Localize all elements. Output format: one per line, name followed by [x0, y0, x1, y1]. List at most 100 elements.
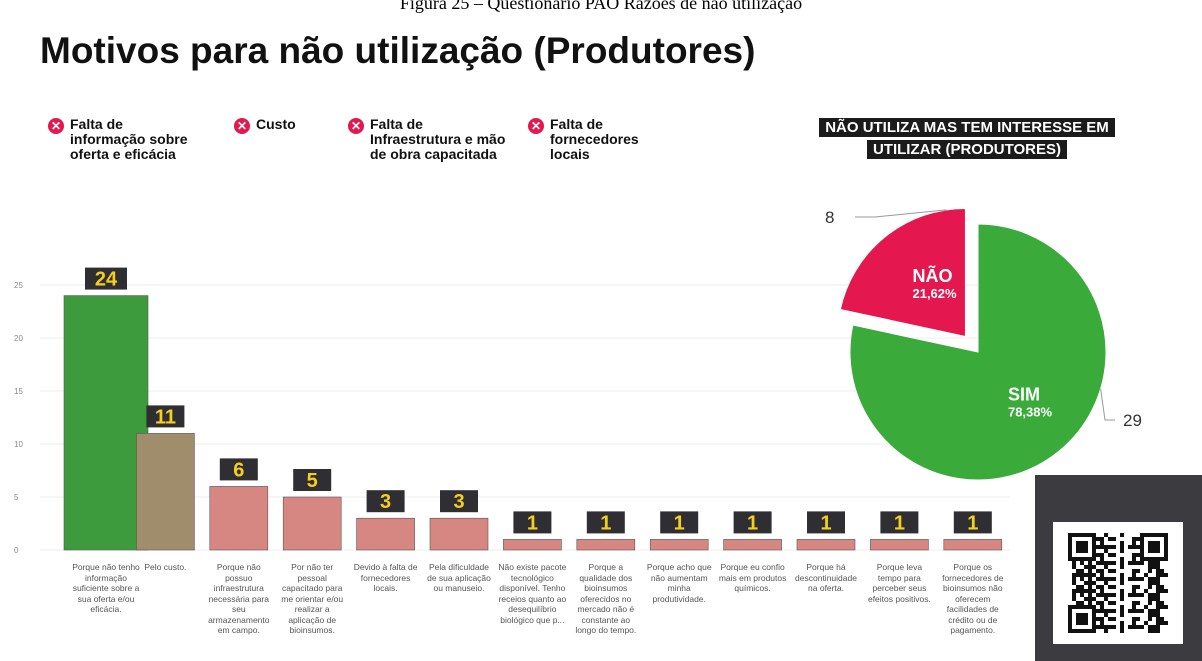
qr-cell [1164, 541, 1168, 545]
qr-cell [1092, 541, 1096, 545]
qr-cell [1164, 549, 1168, 553]
qr-cell [1080, 557, 1084, 561]
qr-cell [1156, 605, 1160, 609]
qr-cell [1156, 573, 1160, 577]
qr-cell [1088, 593, 1092, 597]
qr-cell [1076, 585, 1080, 589]
qr-cell [1104, 581, 1108, 585]
qr-cell [1084, 597, 1088, 601]
qr-cell [1156, 585, 1160, 589]
qr-cell [1084, 541, 1088, 545]
qr-cell [1136, 609, 1140, 613]
pie-slice [839, 207, 966, 338]
qr-cell [1072, 557, 1076, 561]
qr-cell [1088, 569, 1092, 573]
bar [503, 539, 562, 551]
qr-cell [1164, 605, 1168, 609]
qr-cell [1068, 557, 1072, 561]
qr-cell [1156, 589, 1160, 593]
bar [282, 496, 342, 551]
x-tick-label: Porque a qualidade dos bioinsumos oferec… [575, 562, 637, 635]
qr-cell [1096, 561, 1100, 565]
qr-cell [1068, 629, 1072, 633]
bar [429, 517, 489, 551]
qr-cell [1108, 569, 1112, 573]
reason-text: Falta de Infraestrutura e mão de obra ca… [370, 116, 506, 162]
qr-cell [1156, 597, 1160, 601]
qr-cell [1156, 613, 1160, 617]
qr-cell [1156, 533, 1160, 537]
qr-cell [1104, 613, 1108, 617]
qr-cell [1072, 561, 1076, 565]
qr-cell [1144, 533, 1148, 537]
qr-cell [1148, 597, 1152, 601]
qr-cell [1084, 581, 1088, 585]
x-tick-label: Porque eu confio mais em produtos químic… [718, 562, 787, 593]
value-label-box [513, 511, 552, 534]
qr-cell [1120, 549, 1124, 553]
qr-cell [1140, 533, 1144, 537]
qr-cell [1092, 549, 1096, 553]
qr-cell [1068, 609, 1072, 613]
qr-cell [1100, 601, 1104, 605]
qr-cell [1132, 545, 1136, 549]
qr-cell [1132, 585, 1136, 589]
qr-cell [1128, 561, 1132, 565]
qr-cell [1132, 609, 1136, 613]
qr-cell [1164, 621, 1168, 625]
qr-cell [1132, 561, 1136, 565]
qr-cell [1156, 577, 1160, 581]
qr-cell [1100, 573, 1104, 577]
y-tick-label: 25 [14, 281, 23, 290]
qr-cell [1104, 629, 1108, 633]
qr-cell [1112, 553, 1116, 557]
qr-cell [1096, 593, 1100, 597]
qr-cell [1080, 585, 1084, 589]
qr-cell [1104, 545, 1108, 549]
qr-cell [1132, 557, 1136, 561]
qr-cell [1156, 545, 1160, 549]
qr-cell [1096, 609, 1100, 613]
qr-cell [1088, 573, 1092, 577]
qr-cell [1100, 569, 1104, 573]
qr-cell [1112, 561, 1116, 565]
qr-cell [1136, 617, 1140, 621]
qr-cell [1080, 605, 1084, 609]
qr-cell [1148, 609, 1152, 613]
qr-cell [1088, 577, 1092, 581]
qr-cell [1092, 621, 1096, 625]
value-label: 3 [453, 491, 464, 513]
qr-cell [1080, 613, 1084, 617]
qr-cell [1140, 609, 1144, 613]
qr-cell [1164, 589, 1168, 593]
qr-cell [1088, 581, 1092, 585]
qr-cell [1148, 545, 1152, 549]
qr-cell [1068, 537, 1072, 541]
qr-cell [1120, 533, 1124, 537]
qr-cell [1068, 545, 1072, 549]
qr-cell [1120, 597, 1124, 601]
qr-cell [1084, 549, 1088, 553]
qr-code [1068, 533, 1168, 633]
caption: Figura 25 – Questionário PAO Razões de n… [399, 0, 803, 13]
qr-cell [1080, 629, 1084, 633]
qr-cell [1156, 549, 1160, 553]
value-label-box [880, 511, 919, 534]
qr-cell [1092, 553, 1096, 557]
qr-cell [1096, 569, 1100, 573]
qr-cell [1068, 617, 1072, 621]
qr-cell [1112, 601, 1116, 605]
qr-cell [1164, 553, 1168, 557]
qr-cell [1132, 593, 1136, 597]
qr-cell [1088, 601, 1092, 605]
qr-cell [1096, 545, 1100, 549]
qr-cell [1164, 573, 1168, 577]
bar [576, 539, 636, 551]
qr-cell [1108, 625, 1112, 629]
qr-cell [1104, 549, 1108, 553]
qr-cell [1072, 593, 1076, 597]
reason-icon: ✕ [48, 118, 64, 134]
value-label-box [219, 458, 258, 481]
qr-cell [1132, 589, 1136, 593]
qr-cell [1112, 609, 1116, 613]
